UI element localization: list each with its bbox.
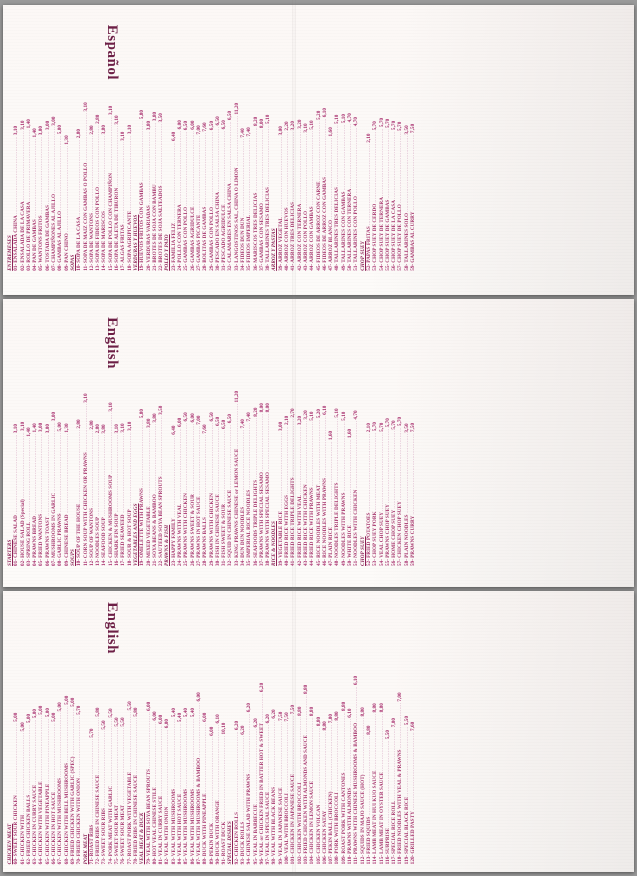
columns-wrap-3: English CHICKEN MEAT 60- SWEET SOUR CHICK… xyxy=(3,591,634,870)
item-name: PRAWNS CURRY xyxy=(410,515,416,558)
item-name: GRILLED PASTY xyxy=(410,811,416,854)
language-title-english-2: English xyxy=(104,602,120,654)
item-name: GAMBAS AL CURRY xyxy=(410,211,416,263)
menu-panel-english-1: English STARTERS 01- CHINESE SALAD.......… xyxy=(3,299,634,587)
item-price: 7,50 xyxy=(410,123,416,134)
menu-item-row: 120- GRILLED PASTY......................… xyxy=(410,676,416,865)
columns-wrap-1: Español ENTREMESES 01- ENSALADA CHINA....… xyxy=(3,7,634,293)
menu-column-english-1: STARTERS 01- CHINESE SALAD...............… xyxy=(7,391,632,566)
rotated-content-1: Español ENTREMESES 01- ENSALADA CHINA....… xyxy=(3,7,634,293)
leader-dots: ........................................… xyxy=(410,732,416,811)
item-number: 120- xyxy=(410,854,416,865)
item-number: 59- xyxy=(410,558,416,566)
menu-item-row: 59- GAMBAS AL CURRY.....................… xyxy=(410,102,416,271)
menu-panel-spanish: Español ENTREMESES 01- ENSALADA CHINA....… xyxy=(3,5,634,295)
item-price: 7,50 xyxy=(410,422,416,433)
menu-column-english-2: CHICKEN MEAT 60- SWEET SOUR CHICKEN......… xyxy=(7,676,632,864)
leader-dots: ........................................… xyxy=(410,433,416,515)
menu-item-row: 59- PRAWNS CURRY........................… xyxy=(410,391,416,566)
rotated-content-2: English STARTERS 01- CHINESE SALAD.......… xyxy=(3,299,634,585)
menu-panel-english-2: English CHICKEN MEAT 60- SWEET SOUR CHICK… xyxy=(3,591,634,872)
menu-column-spanish: ENTREMESES 01- ENSALADA CHINA............… xyxy=(7,102,632,271)
leader-dots: ........................................… xyxy=(410,134,416,211)
language-title-spanish: Español xyxy=(104,25,120,81)
columns-wrap-2: English STARTERS 01- CHINESE SALAD.......… xyxy=(3,299,634,585)
rotated-content-3: English CHICKEN MEAT 60- SWEET SOUR CHICK… xyxy=(3,591,634,870)
item-price: 7,60 xyxy=(410,721,416,732)
item-number: 59- xyxy=(410,263,416,271)
language-title-english-1: English xyxy=(104,317,120,369)
